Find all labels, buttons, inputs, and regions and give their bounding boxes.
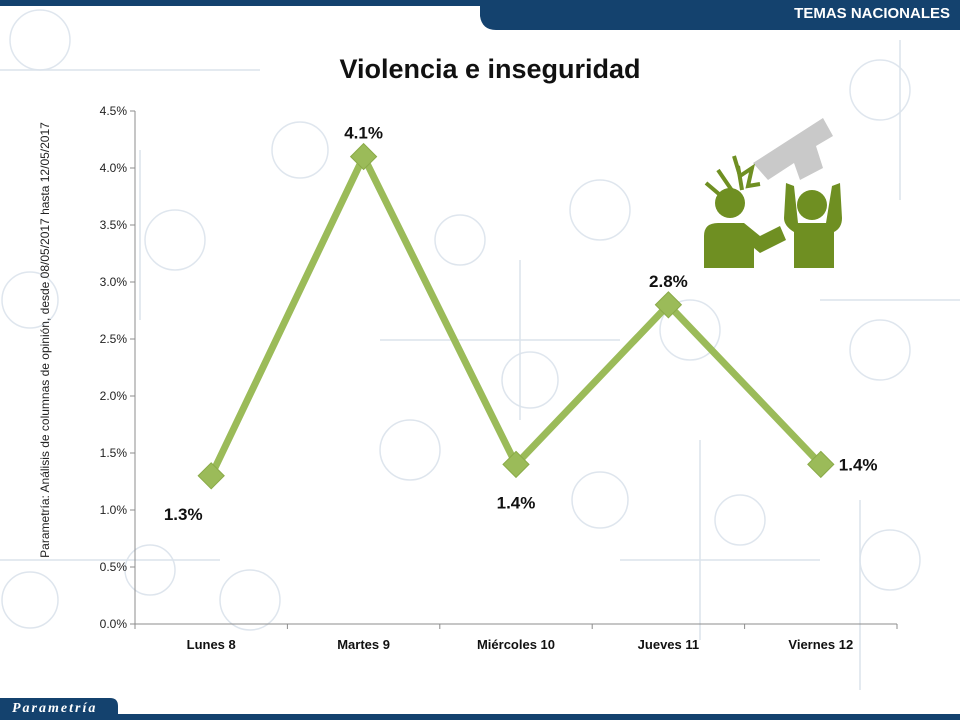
data-label: 1.4%: [839, 455, 878, 474]
x-tick-label: Lunes 8: [187, 637, 236, 652]
y-tick-label: 4.5%: [100, 104, 128, 118]
gun-threat-icon: [704, 118, 842, 268]
y-tick-label: 4.0%: [100, 161, 128, 175]
data-label: 1.3%: [164, 505, 203, 524]
data-point-marker: [654, 291, 683, 319]
chart-title: Violencia e inseguridad: [339, 54, 641, 84]
y-tick-label: 1.0%: [100, 503, 128, 517]
y-tick-label: 0.5%: [100, 560, 128, 574]
data-point-marker: [197, 462, 225, 490]
y-tick-label: 1.5%: [100, 446, 128, 460]
x-tick-label: Miércoles 10: [477, 637, 555, 652]
data-label: 2.8%: [649, 272, 688, 291]
y-tick-label: 2.5%: [100, 332, 128, 346]
y-tick-label: 0.0%: [100, 617, 128, 631]
data-point-marker: [502, 450, 530, 479]
x-tick-label: Jueves 11: [638, 637, 699, 652]
x-tick-label: Viernes 12: [788, 637, 853, 652]
x-tick-label: Martes 9: [337, 637, 390, 652]
data-point-marker: [807, 450, 835, 479]
y-tick-label: 3.0%: [100, 275, 128, 289]
brand-logo-text: Parametría: [12, 701, 98, 716]
bottom-banner: [0, 698, 960, 720]
section-banner-label: TEMAS NACIONALES: [794, 5, 950, 22]
data-point-marker: [349, 142, 378, 171]
data-label: 1.4%: [497, 493, 536, 512]
y-tick-label: 2.0%: [100, 389, 128, 403]
y-tick-label: 3.5%: [100, 218, 128, 232]
top-banner: [0, 0, 960, 30]
data-label: 4.1%: [344, 124, 383, 143]
